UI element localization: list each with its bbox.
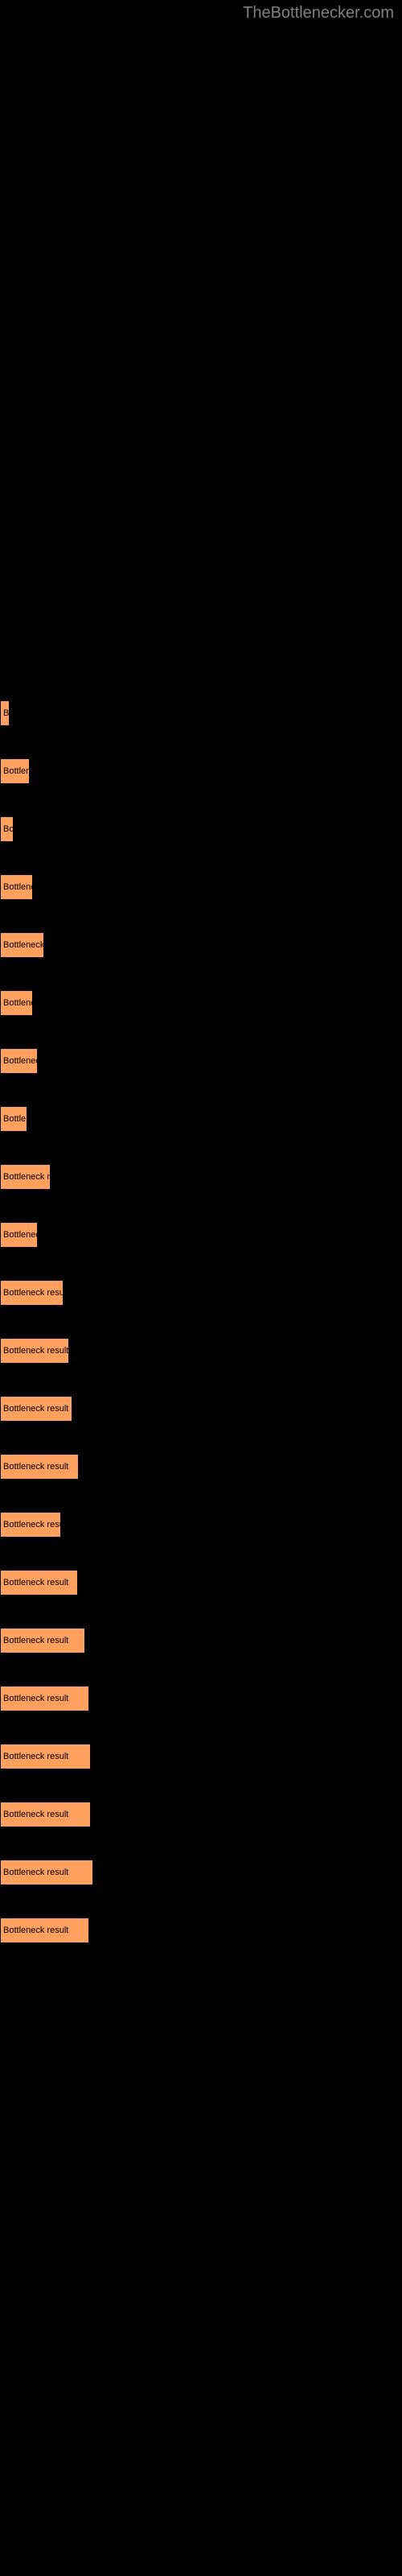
bar-row: Bottleneck xyxy=(0,932,402,958)
bar: Bottleneck xyxy=(0,932,44,958)
bar-row: Bottleneck resul xyxy=(0,1280,402,1306)
bar: Bottleneck result xyxy=(0,1338,69,1364)
bar: Bottle xyxy=(0,1106,27,1132)
bar-row: Bottlenec xyxy=(0,1048,402,1074)
bar: Bottlenec xyxy=(0,1222,38,1248)
bar-row: Bottleneck result xyxy=(0,1454,402,1480)
bar-row: Bottleneck r xyxy=(0,1164,402,1190)
bar-row: Bottlenec xyxy=(0,1222,402,1248)
bar: Bottleneck result xyxy=(0,1802,91,1827)
bar: Bottleneck result xyxy=(0,1918,89,1943)
bar: Bottleneck result xyxy=(0,1570,78,1596)
bar-row: Bottleneck resu xyxy=(0,1512,402,1538)
bar: Bottleneck result xyxy=(0,1686,89,1711)
bar: Bottleneck result xyxy=(0,1454,79,1480)
bar-row: Bottleneck result xyxy=(0,1686,402,1711)
bar: Bo xyxy=(0,816,14,842)
bar: Bottleneck result xyxy=(0,1628,85,1653)
bar-row: Bottleneck result xyxy=(0,1570,402,1596)
bar-row: Bottleneck result xyxy=(0,1744,402,1769)
bar-row: Bottleneck result xyxy=(0,1918,402,1943)
bar-chart: B Bottlen Bo Bottlene Bottleneck Bottlene Bott… xyxy=(0,700,402,1943)
bar: Bottlene xyxy=(0,990,33,1016)
bar: Bottleneck r xyxy=(0,1164,51,1190)
chart-top-spacer xyxy=(0,0,402,700)
bar: Bottleneck result xyxy=(0,1860,93,1885)
bar-row: Bottlen xyxy=(0,758,402,784)
bar-row: B xyxy=(0,700,402,726)
bar-row: Bottleneck result xyxy=(0,1802,402,1827)
watermark-text: TheBottlenecker.com xyxy=(243,4,394,23)
bar: Bottlene xyxy=(0,874,33,900)
bar-row: Bottleneck result xyxy=(0,1860,402,1885)
bar-row: Bottleneck result xyxy=(0,1396,402,1422)
bar-row: Bottleneck result xyxy=(0,1338,402,1364)
bar: Bottlenec xyxy=(0,1048,38,1074)
bar-row: Bo xyxy=(0,816,402,842)
bar: B xyxy=(0,700,10,726)
bar-row: Bottlene xyxy=(0,990,402,1016)
bar: Bottleneck result xyxy=(0,1396,72,1422)
bar: Bottleneck resul xyxy=(0,1280,64,1306)
bar: Bottleneck result xyxy=(0,1744,91,1769)
bar-row: Bottlene xyxy=(0,874,402,900)
bar-row: Bottleneck result xyxy=(0,1628,402,1653)
bar: Bottleneck resu xyxy=(0,1512,61,1538)
bar: Bottlen xyxy=(0,758,30,784)
bar-row: Bottle xyxy=(0,1106,402,1132)
